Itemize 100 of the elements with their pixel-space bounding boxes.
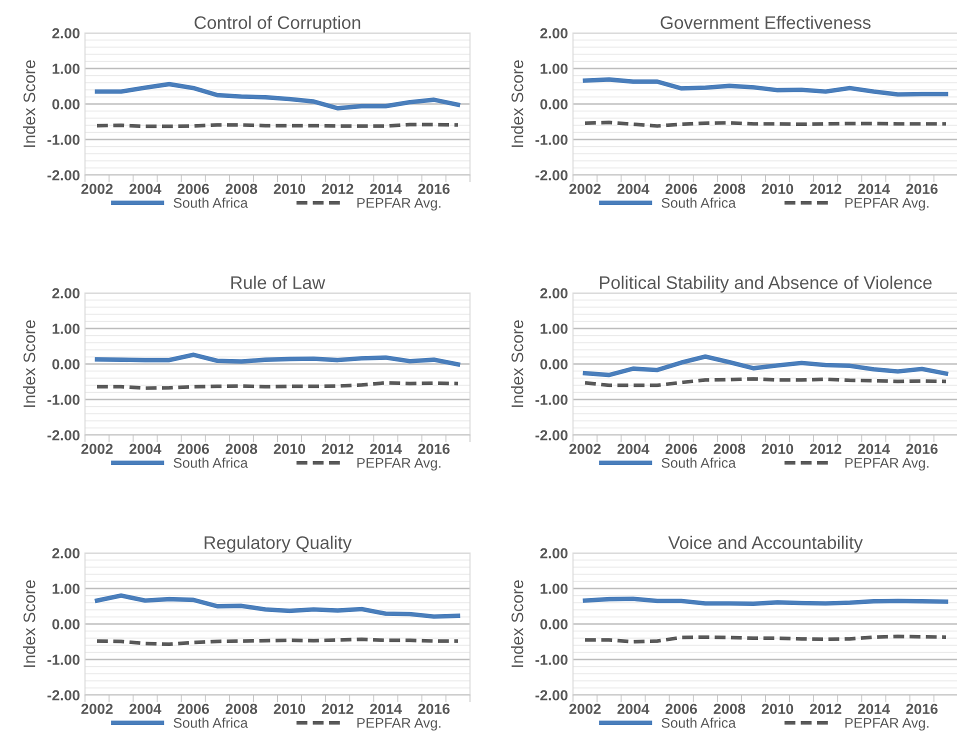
legend-label: PEPFAR Avg. — [845, 718, 928, 731]
chart-title: Government Effectiveness — [660, 16, 871, 30]
x-tick-label: 2014 — [858, 184, 890, 194]
y-tick-label: 1.00 — [540, 324, 568, 334]
y-tick-label: 2.00 — [52, 28, 80, 38]
x-tick-label: 2010 — [762, 444, 794, 454]
y-tick-label: 2.00 — [540, 548, 568, 558]
x-tick-label: 2008 — [226, 444, 258, 454]
x-tick-label: 2004 — [129, 184, 162, 194]
x-tick-label: 2002 — [569, 184, 601, 194]
x-tick-label: 2016 — [906, 704, 938, 714]
chart-title: Political Stability and Absence of Violence — [600, 276, 932, 293]
y-axis-title: Index Score — [23, 320, 36, 407]
y-tick-label: -1.00 — [535, 654, 568, 665]
y-tick-label: -1.00 — [47, 394, 80, 405]
line-series — [583, 377, 948, 388]
x-tick-label: 2004 — [617, 704, 650, 714]
y-tick-label: 0.00 — [540, 359, 568, 370]
x-tick-label: 2008 — [714, 444, 746, 454]
x-tick-label: 2012 — [322, 704, 354, 714]
line-series — [94, 593, 460, 619]
x-tick-label: 2008 — [226, 704, 258, 714]
y-tick-label: 1.00 — [540, 64, 568, 74]
x-tick-label: 2010 — [274, 444, 306, 454]
legend-label: South Africa — [662, 718, 736, 728]
y-tick-label: -2.00 — [535, 690, 568, 700]
line-series — [582, 354, 948, 378]
x-tick-label: 2014 — [858, 444, 890, 454]
x-tick-label: 2006 — [666, 444, 697, 454]
legend-label: PEPFAR Avg. — [357, 198, 440, 211]
y-tick-label: -1.00 — [47, 654, 80, 665]
x-tick-label: 2006 — [178, 444, 209, 454]
y-tick-label: 2.00 — [540, 28, 568, 38]
y-tick-label: 2.00 — [52, 288, 80, 298]
x-tick-label: 2014 — [370, 704, 402, 714]
y-tick-label: 0.00 — [540, 99, 568, 110]
legend-label: PEPFAR Avg. — [845, 458, 928, 471]
line-series — [94, 82, 460, 110]
x-tick-label: 2006 — [666, 184, 697, 194]
x-tick-label: 2014 — [370, 444, 402, 454]
legend-label: PEPFAR Avg. — [845, 198, 928, 211]
line-series — [94, 352, 460, 367]
x-tick-label: 2016 — [418, 704, 450, 714]
y-tick-label: 0.00 — [540, 619, 568, 630]
x-tick-label: 2002 — [569, 444, 601, 454]
y-tick-label: 1.00 — [540, 584, 568, 594]
x-tick-label: 2004 — [129, 704, 162, 714]
x-tick-label: 2012 — [810, 444, 842, 454]
x-tick-label: 2012 — [322, 184, 354, 194]
x-tick-label: 2004 — [129, 444, 162, 454]
y-tick-label: -1.00 — [535, 394, 568, 405]
x-tick-label: 2010 — [762, 184, 794, 194]
y-axis-title: Index Score — [23, 580, 36, 667]
x-tick-label: 2010 — [762, 704, 794, 714]
y-tick-label: 1.00 — [52, 584, 80, 594]
x-tick-label: 2014 — [370, 184, 402, 194]
y-tick-label: 1.00 — [52, 64, 80, 74]
y-tick-label: 0.00 — [52, 99, 80, 110]
legend-label: South Africa — [662, 198, 736, 208]
x-tick-label: 2002 — [569, 704, 601, 714]
x-tick-label: 2010 — [274, 704, 306, 714]
chart-title: Control of Corruption — [194, 16, 360, 33]
chart-title: Voice and Accountability — [668, 536, 863, 553]
chart-title: Regulatory Quality — [204, 536, 352, 553]
x-tick-label: 2008 — [226, 184, 258, 194]
x-tick-label: 2004 — [617, 184, 650, 194]
y-tick-label: -2.00 — [535, 170, 568, 180]
x-tick-label: 2012 — [322, 444, 354, 454]
y-tick-label: -2.00 — [47, 170, 80, 180]
legend-label: South Africa — [174, 718, 248, 728]
x-tick-label: 2016 — [906, 184, 938, 194]
x-tick-label: 2010 — [274, 184, 306, 194]
x-tick-label: 2008 — [714, 704, 746, 714]
x-tick-label: 2002 — [81, 704, 113, 714]
y-tick-label: 2.00 — [52, 548, 80, 558]
y-tick-label: -2.00 — [47, 430, 80, 440]
legend-label: PEPFAR Avg. — [357, 718, 440, 731]
y-tick-label: 2.00 — [540, 288, 568, 298]
y-axis-title: Index Score — [511, 60, 524, 147]
x-tick-label: 2014 — [858, 704, 890, 714]
y-tick-label: -2.00 — [535, 430, 568, 440]
y-tick-label: -2.00 — [47, 690, 80, 700]
y-tick-label: 0.00 — [52, 619, 80, 630]
y-tick-label: -1.00 — [47, 134, 80, 145]
x-tick-label: 2016 — [418, 184, 450, 194]
x-tick-label: 2006 — [666, 704, 697, 714]
x-tick-label: 2008 — [714, 184, 746, 194]
x-tick-label: 2012 — [810, 184, 842, 194]
x-tick-label: 2002 — [81, 444, 113, 454]
x-tick-label: 2006 — [178, 704, 209, 714]
legend-label: PEPFAR Avg. — [357, 458, 440, 471]
y-axis-title: Index Score — [511, 320, 524, 407]
legend-label: South Africa — [174, 458, 248, 468]
legend-label: South Africa — [662, 458, 736, 468]
y-tick-label: -1.00 — [535, 134, 568, 145]
x-tick-label: 2004 — [617, 444, 650, 454]
legend-label: South Africa — [174, 198, 248, 208]
y-axis-title: Index Score — [511, 580, 524, 667]
x-tick-label: 2016 — [418, 444, 450, 454]
x-tick-label: 2016 — [906, 444, 938, 454]
